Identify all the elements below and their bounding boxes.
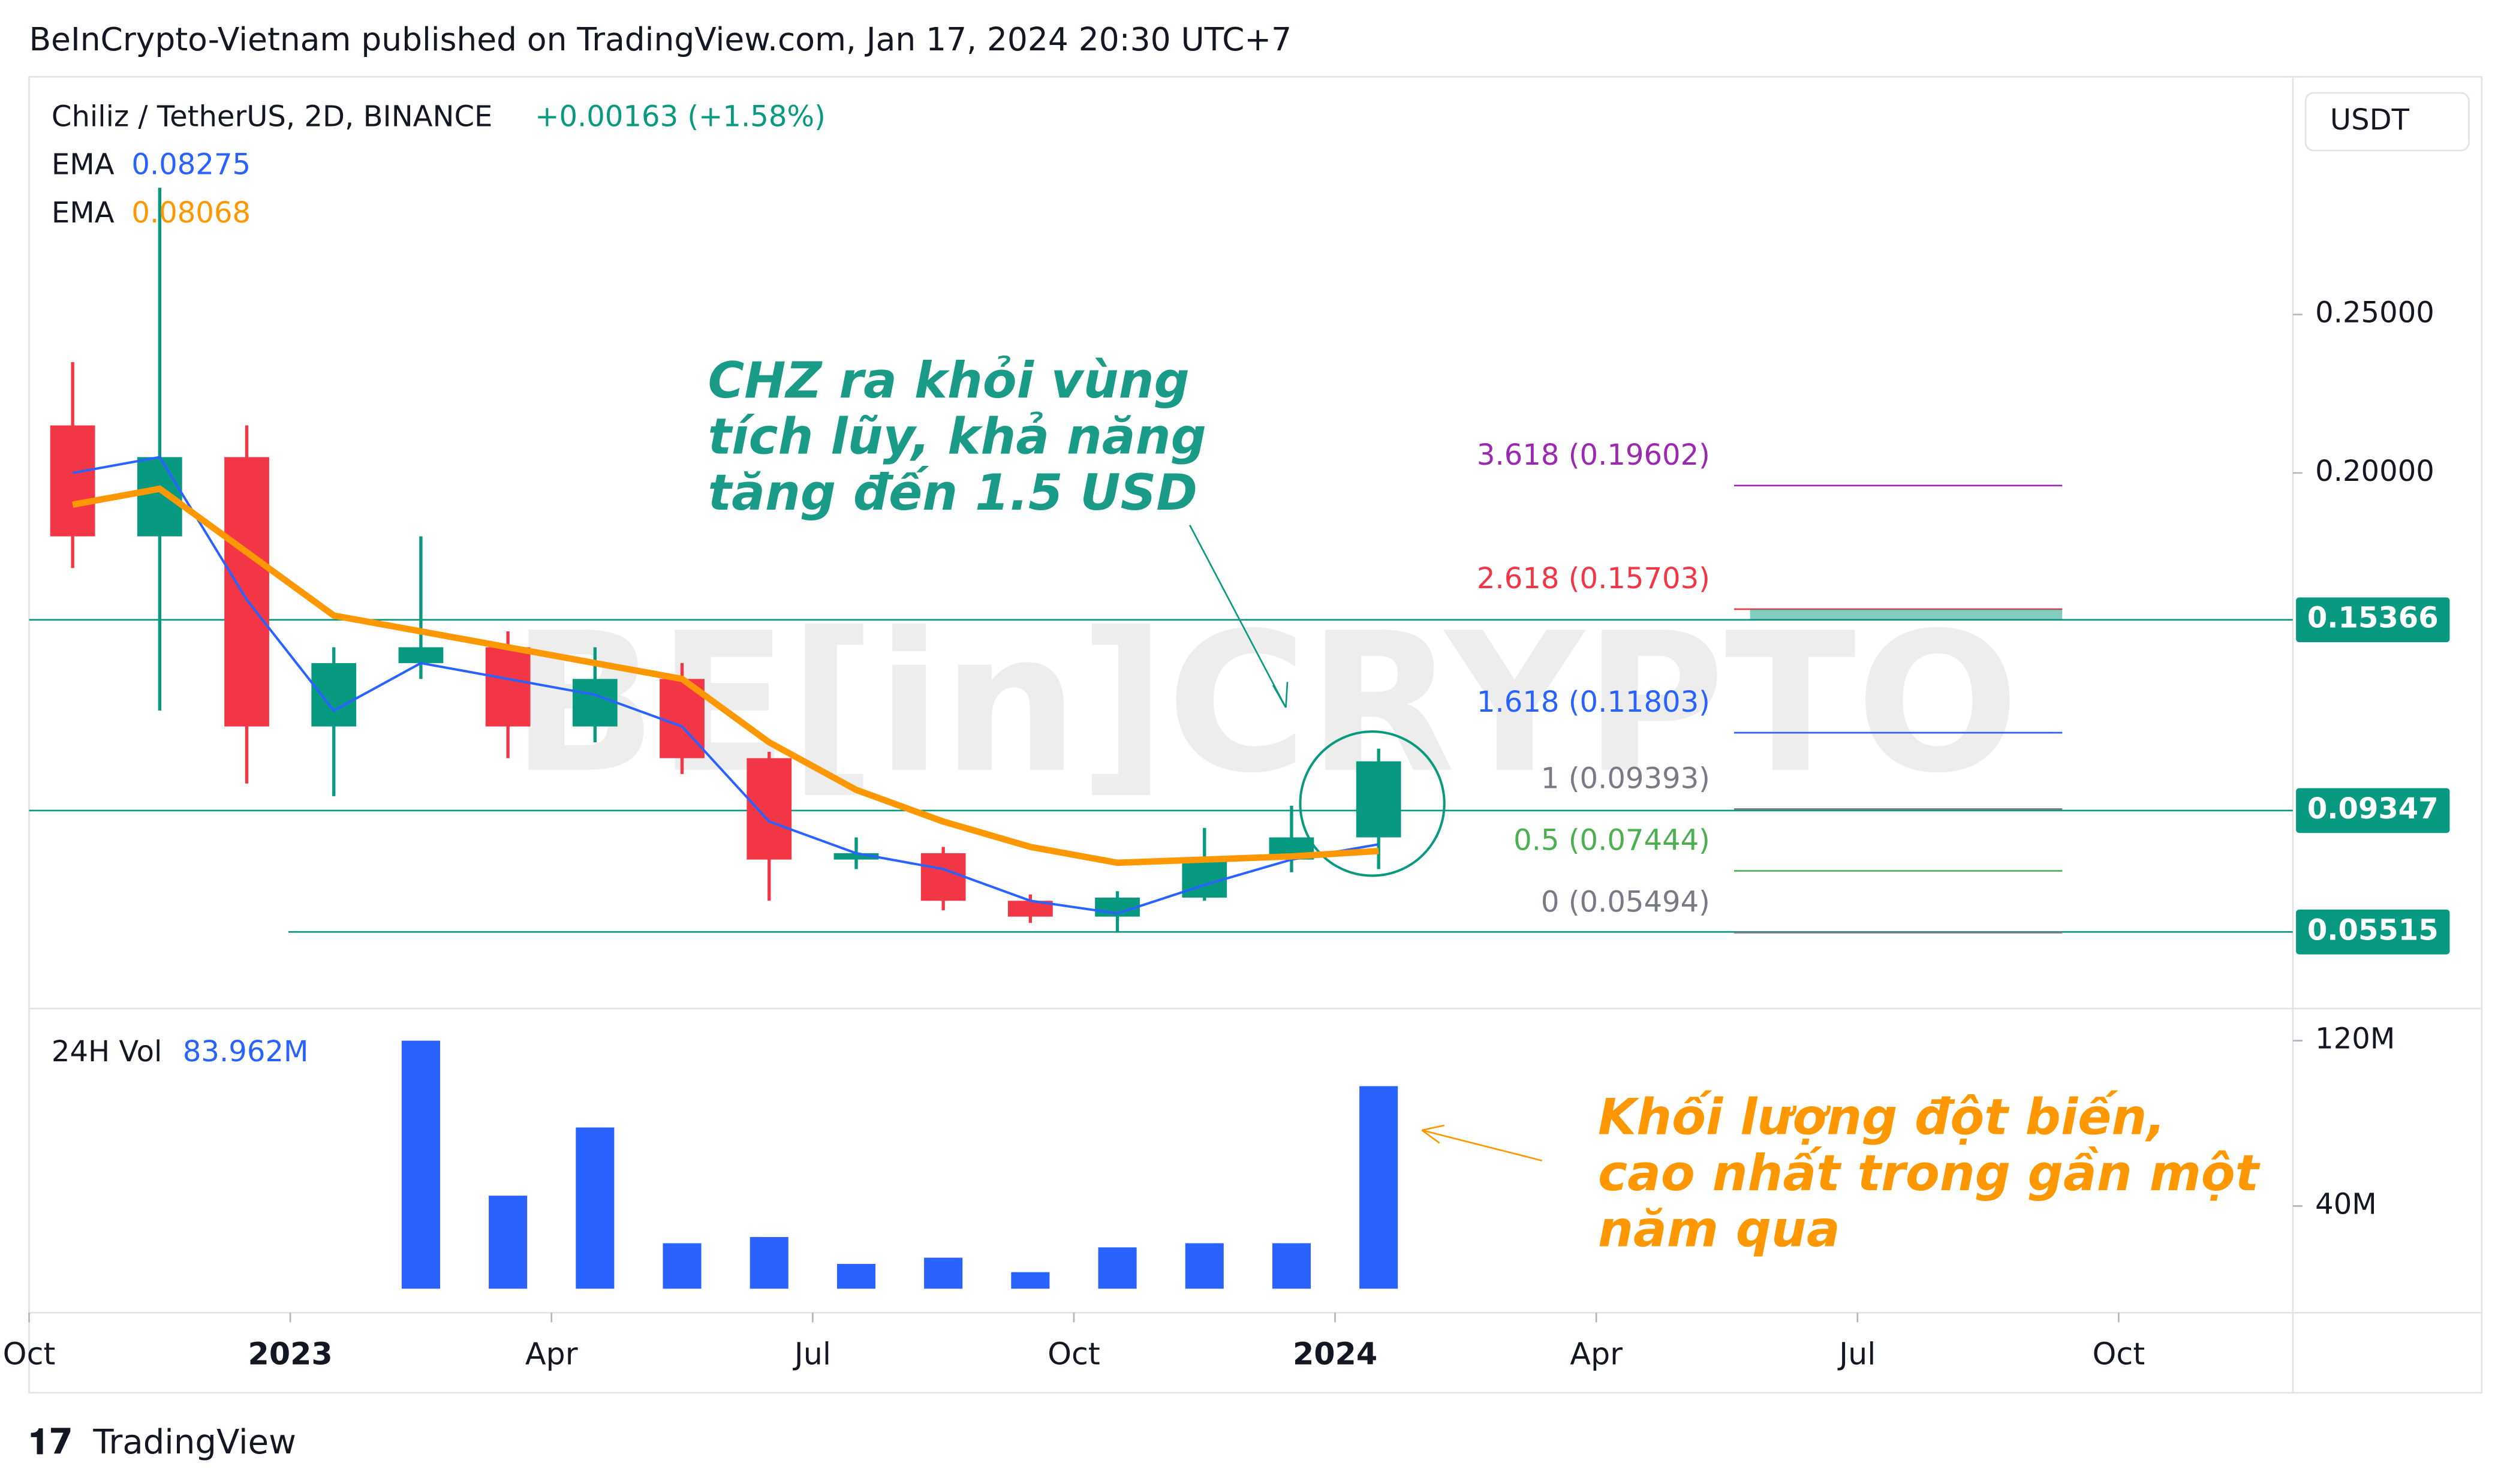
candle-body (1182, 859, 1227, 898)
y-tick-label: 120M (2315, 1022, 2395, 1056)
fib-zone (1750, 609, 2063, 620)
highlight-circle (1299, 730, 1446, 877)
volume-bar (1011, 1272, 1050, 1289)
price-level-box (2296, 597, 2450, 643)
fib-label: 0.5 (0.07444) (1513, 823, 1710, 857)
candle-body (311, 663, 357, 727)
legend-value: 0.08068 (131, 196, 251, 230)
x-tick-label: 2024 (1293, 1336, 1377, 1371)
x-tick-label: Oct (3, 1336, 56, 1371)
candle-body (50, 425, 95, 537)
candle-body (572, 679, 618, 727)
volume-bar (663, 1243, 702, 1289)
fib-label: 0 (0.05494) (1541, 885, 1710, 919)
x-tick-label: Oct (1048, 1336, 1100, 1371)
candle-body (920, 853, 966, 901)
arrow (1189, 525, 1289, 708)
price-level-label: 0.09347 (2307, 792, 2439, 826)
volume-bar (1185, 1243, 1224, 1289)
volume-bar (401, 1040, 440, 1289)
annotation: tăng đến 1.5 USD (708, 463, 1197, 522)
volume-bar (576, 1127, 615, 1289)
logo-mark: 𝟏7 (29, 1420, 74, 1462)
annotation: Khối lượng đột biến, (1598, 1088, 2166, 1146)
volume-value: 83.962M (183, 1035, 309, 1068)
candle-body (1356, 761, 1401, 838)
price-level-box (2296, 788, 2450, 833)
currency-box (2304, 92, 2470, 152)
candle-body (485, 647, 531, 727)
volume-bar (1098, 1247, 1137, 1289)
change: +0.00163 (+1.58%) (535, 100, 826, 134)
brand: TradingView (92, 1423, 296, 1462)
annotation: cao nhất trong gần một (1598, 1144, 2261, 1202)
annotation: CHZ ra khỏi vùng (708, 351, 1190, 410)
x-tick-label: Apr (525, 1336, 578, 1371)
volume-bar (924, 1257, 963, 1289)
y-tick-label: 0.20000 (2315, 454, 2434, 488)
currency: USDT (2330, 103, 2410, 137)
volume-bar (750, 1237, 788, 1289)
fib-label: 1 (0.09393) (1541, 761, 1710, 795)
legend-name: EMA (52, 196, 115, 230)
annotation: năm qua (1598, 1200, 1840, 1258)
volume-title: 24H Vol (52, 1035, 162, 1068)
price-level-box (2296, 909, 2450, 955)
volume-bar (836, 1263, 875, 1289)
x-tick-label: Jul (1837, 1336, 1876, 1371)
candle-body (833, 853, 879, 860)
ema-line (72, 485, 1379, 866)
y-tick-label: 40M (2315, 1187, 2377, 1221)
x-tick-label: Oct (2093, 1336, 2145, 1371)
arrow (1421, 1124, 1542, 1161)
x-tick-label: Jul (793, 1336, 831, 1371)
price-level-label: 0.05515 (2307, 913, 2439, 947)
candle-body (398, 647, 444, 663)
volume-bar (489, 1196, 528, 1289)
symbol-title: Chiliz / TetherUS, 2D, BINANCE (52, 100, 492, 134)
annotation: tích lũy, khả năng (708, 408, 1206, 466)
price-level-label: 0.15366 (2307, 601, 2439, 635)
ema-line (72, 456, 1379, 915)
y-tick-label: 0.25000 (2315, 296, 2434, 330)
volume-bar (1359, 1086, 1398, 1289)
candle-body (224, 457, 269, 727)
watermark: BE[in]CRYPTO (511, 592, 2020, 815)
legend-name: EMA (52, 148, 115, 182)
x-tick-label: Apr (1570, 1336, 1623, 1371)
x-tick-label: 2023 (248, 1336, 333, 1371)
fib-label: 1.618 (0.11803) (1477, 685, 1710, 719)
frame (28, 76, 2483, 1394)
fib-label: 3.618 (0.19602) (1477, 438, 1710, 472)
legend-value: 0.08275 (131, 148, 251, 182)
candle-body (747, 758, 792, 860)
publish-note: BeInCrypto-Vietnam published on TradingV… (29, 20, 1292, 58)
volume-bar (1272, 1243, 1311, 1289)
fib-label: 2.618 (0.15703) (1477, 562, 1710, 595)
